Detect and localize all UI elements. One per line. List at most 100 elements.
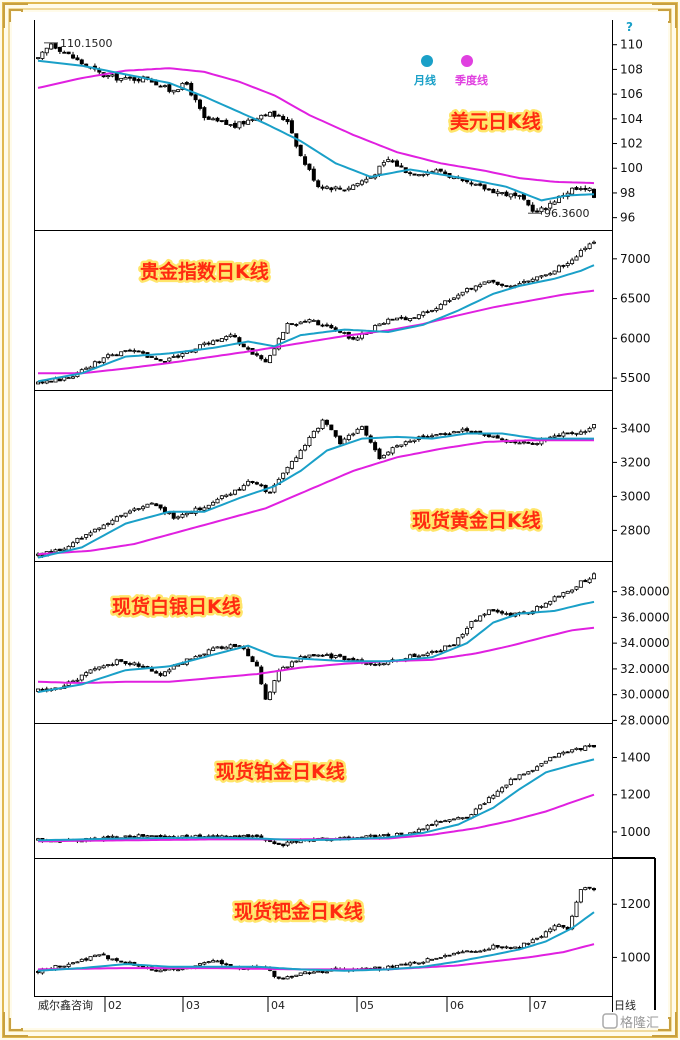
candle	[180, 353, 185, 357]
candle	[101, 357, 106, 363]
candle	[574, 432, 579, 435]
candle	[206, 961, 211, 964]
y-tick-label: 98	[620, 186, 635, 200]
candle	[438, 433, 443, 435]
candle	[62, 548, 67, 551]
candle	[583, 431, 588, 434]
candle	[53, 43, 58, 49]
candle	[298, 321, 303, 325]
candle	[71, 376, 76, 379]
candle	[394, 445, 399, 448]
candle	[71, 542, 76, 548]
candle	[552, 435, 557, 438]
candle	[447, 300, 452, 302]
candle	[202, 107, 207, 119]
candle	[268, 840, 273, 842]
candle	[303, 656, 308, 659]
candle	[465, 816, 470, 819]
legend-label-quarter: 季度线	[454, 73, 488, 87]
candle	[132, 77, 137, 81]
candle	[500, 787, 505, 793]
candle	[469, 621, 474, 628]
candle	[592, 241, 597, 244]
y-tick-label: 106	[620, 87, 643, 101]
candle	[62, 51, 67, 54]
candle	[92, 954, 97, 958]
candle	[403, 963, 408, 966]
y-tick-label: 36.0000	[620, 610, 670, 624]
candle	[587, 578, 592, 583]
candle	[158, 504, 163, 509]
candle	[351, 657, 356, 661]
x-tick-label: 03	[186, 999, 200, 1012]
candle	[329, 653, 334, 659]
candle	[583, 887, 588, 891]
candle	[311, 168, 316, 181]
candle	[539, 605, 544, 608]
candle	[97, 954, 102, 957]
candle	[224, 119, 229, 125]
candle	[268, 111, 273, 117]
candle	[526, 942, 531, 945]
candle	[346, 658, 351, 661]
candle	[434, 820, 439, 826]
candle	[84, 534, 89, 538]
candle	[215, 646, 220, 649]
candle	[478, 950, 483, 953]
help-icon[interactable]: ?	[626, 20, 633, 34]
panel-title: 现货白银日K线	[112, 595, 241, 618]
candle	[101, 665, 106, 669]
candle	[508, 778, 513, 785]
candle	[79, 59, 84, 65]
candle	[460, 291, 465, 296]
x-tick-label: 05	[360, 999, 374, 1012]
watermark: 格隆汇	[602, 1013, 659, 1031]
axis-markers	[612, 857, 656, 1010]
candle	[132, 836, 137, 838]
candle	[289, 461, 294, 469]
candle	[338, 435, 343, 445]
y-tick-label: 3400	[620, 421, 651, 435]
candle	[495, 790, 500, 797]
candle	[219, 960, 224, 965]
candle	[36, 971, 41, 973]
candle	[469, 430, 474, 433]
candle	[386, 833, 391, 837]
candle	[482, 184, 487, 190]
candle	[408, 318, 413, 322]
candle	[504, 285, 509, 287]
y-tick-label: 1000	[620, 825, 651, 839]
candle	[110, 958, 115, 961]
candle	[539, 207, 544, 213]
candle	[434, 650, 439, 653]
candle	[241, 120, 246, 125]
candle	[434, 957, 439, 960]
candle	[154, 503, 159, 507]
candle	[482, 281, 487, 285]
candle	[364, 178, 369, 183]
candle	[587, 427, 592, 432]
candle	[377, 323, 382, 327]
candle	[416, 828, 421, 833]
candle	[443, 300, 448, 306]
candle	[460, 633, 465, 638]
candle	[416, 962, 421, 965]
candle	[438, 304, 443, 310]
candle	[473, 951, 478, 953]
candle	[272, 110, 277, 117]
candle	[539, 275, 544, 278]
candle	[364, 663, 369, 666]
y-tick-label: 38.0000	[620, 585, 670, 599]
candle	[132, 508, 137, 511]
candle	[224, 963, 229, 966]
candle	[421, 828, 426, 831]
candle	[535, 766, 540, 771]
candle	[228, 334, 233, 338]
candle	[482, 949, 487, 952]
candle	[254, 482, 259, 485]
candle	[486, 280, 491, 283]
candle	[451, 431, 456, 434]
candle	[543, 208, 548, 210]
candle	[486, 609, 491, 615]
candle	[556, 595, 561, 598]
